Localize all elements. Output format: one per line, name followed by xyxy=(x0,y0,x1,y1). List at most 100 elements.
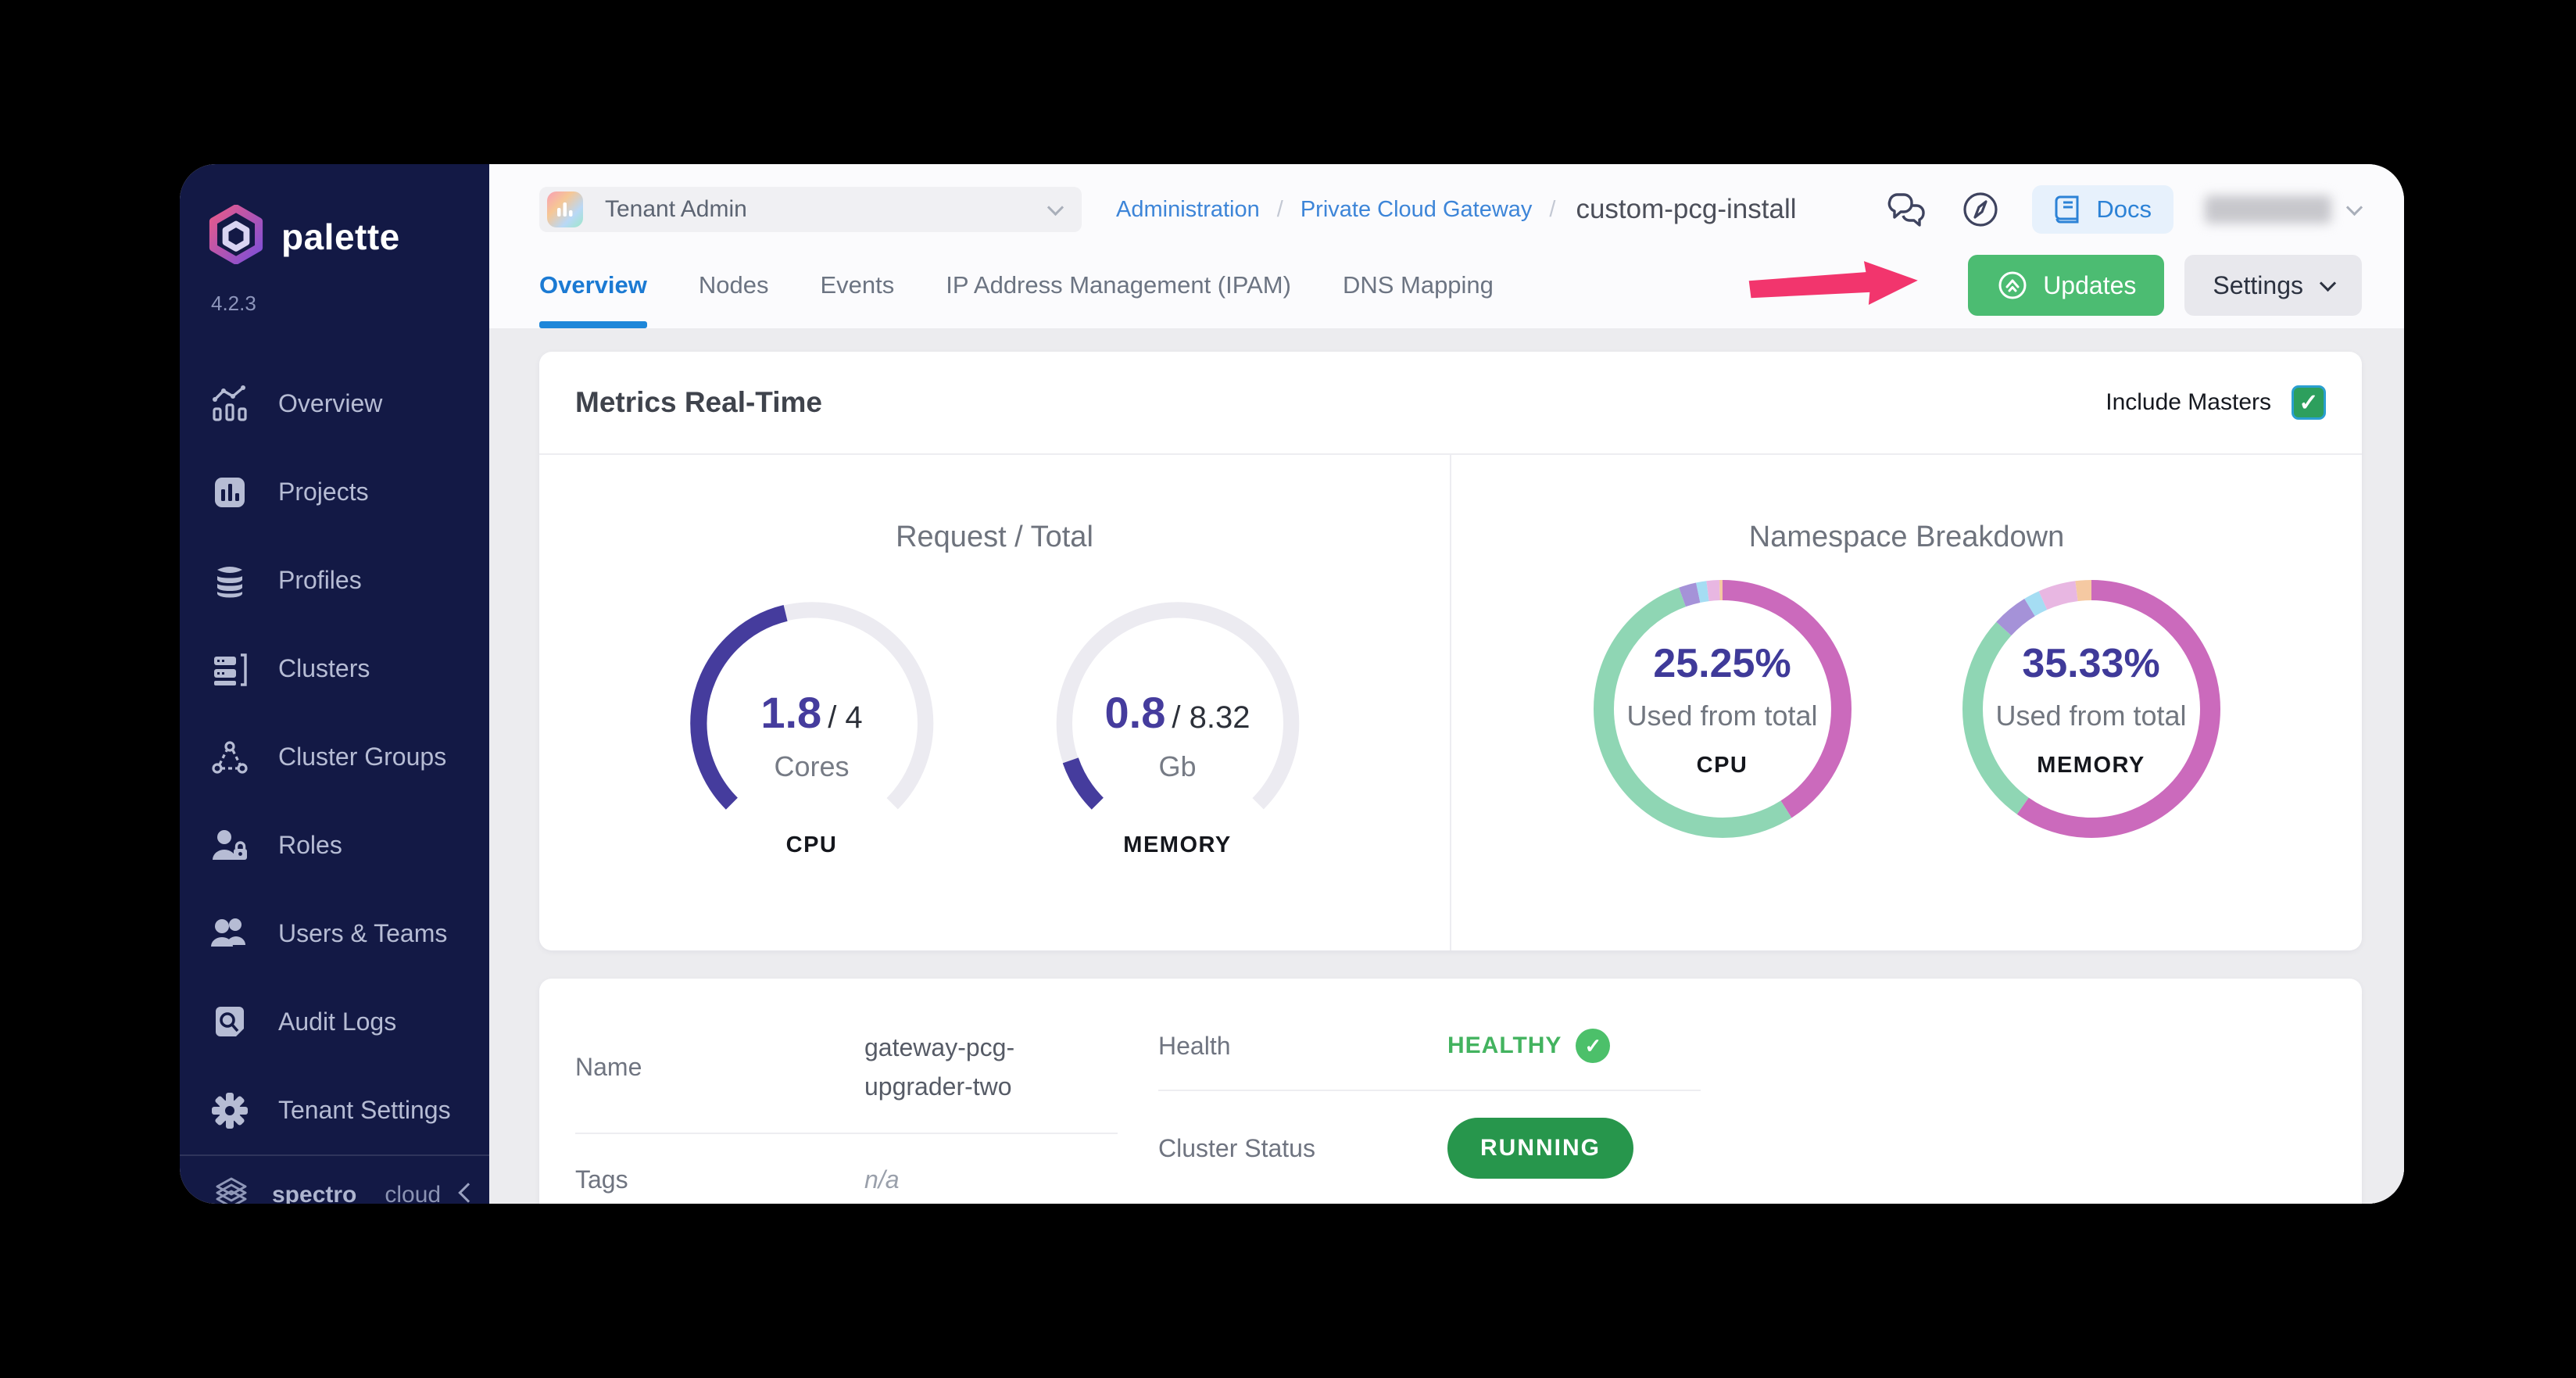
settings-button-label: Settings xyxy=(2213,270,2303,299)
clusters-icon xyxy=(209,649,250,689)
tags-row: Tags n/a xyxy=(575,1134,1118,1204)
breadcrumb: Administration / Private Cloud Gateway / cus… xyxy=(1116,194,1797,225)
tab-nodes[interactable]: Nodes xyxy=(698,271,769,299)
tab-dns-mapping[interactable]: DNS Mapping xyxy=(1342,271,1494,299)
topbar-actions: Docs xyxy=(1885,185,2363,234)
settings-button[interactable]: Settings xyxy=(2184,255,2362,316)
compass-icon[interactable] xyxy=(1960,189,2001,230)
cpu-request-gauge: 1.8/ 4 Cores CPU xyxy=(679,595,945,858)
sidebar-item-label: Users & Teams xyxy=(278,919,448,947)
spectro-brand-primary: spectro xyxy=(272,1182,357,1204)
sidebar-item-projects[interactable]: Projects xyxy=(180,448,489,536)
memory-namespace-donut: 35.33% Used from total MEMORY xyxy=(1959,576,2224,842)
projects-icon xyxy=(209,472,250,513)
breadcrumb-custom-pcg-install: custom-pcg-install xyxy=(1576,194,1797,224)
breadcrumb-separator: / xyxy=(1549,196,1556,222)
app-version: 4.2.3 xyxy=(211,292,256,315)
tab-events[interactable]: Events xyxy=(820,271,895,299)
metrics-card-header: Metrics Real-Time Include Masters ✓ xyxy=(539,352,2362,455)
sidebar-item-label: Audit Logs xyxy=(278,1008,397,1036)
gateway-details-card: Name gateway-pcg-upgrader-two Tags n/a H… xyxy=(539,979,2362,1204)
scope-selector[interactable]: Tenant Admin xyxy=(539,187,1082,232)
chevron-down-icon xyxy=(2319,274,2337,292)
tenant-settings-icon xyxy=(209,1090,250,1131)
brand-name: palette xyxy=(281,216,400,257)
docs-button-label: Docs xyxy=(2096,195,2152,223)
sidebar-item-clusters[interactable]: Clusters xyxy=(180,625,489,713)
sidebar-item-label: Projects xyxy=(278,478,369,506)
spectro-brand-secondary: cloud xyxy=(385,1182,442,1204)
breadcrumb-administration[interactable]: Administration xyxy=(1116,196,1260,222)
memory-request-gauge: 0.8/ 8.32 Gb MEMORY xyxy=(1045,595,1311,858)
cluster-status-label: Cluster Status xyxy=(1158,1133,1315,1162)
chevron-left-icon xyxy=(458,1183,478,1203)
breadcrumb-private-cloud-gateway[interactable]: Private Cloud Gateway xyxy=(1300,196,1533,222)
metrics-card-body: Request / Total 1.8/ 4 Cores CPU xyxy=(539,455,2362,950)
cluster-status-badge: RUNNING xyxy=(1447,1118,1633,1179)
sidebar-item-audit-logs[interactable]: Audit Logs xyxy=(180,978,489,1066)
include-masters-control[interactable]: Include Masters ✓ xyxy=(2106,385,2326,420)
include-masters-label: Include Masters xyxy=(2106,389,2271,415)
name-label: Name xyxy=(575,1053,642,1082)
tenant-scope-icon xyxy=(547,191,583,227)
app-window: palette 4.2.3 Overview Projects Profiles… xyxy=(180,164,2404,1204)
cluster-status-row: Cluster Status RUNNING xyxy=(1158,1091,1701,1204)
tabs: Overview Nodes Events IP Address Management… xyxy=(539,242,1494,328)
sidebar: palette 4.2.3 Overview Projects Profiles… xyxy=(180,164,489,1204)
memory-gauge-label: MEMORY xyxy=(1123,832,1232,857)
sidebar-header: palette 4.2.3 xyxy=(180,164,489,316)
audit-logs-icon xyxy=(209,1002,250,1043)
users-teams-icon xyxy=(209,914,250,954)
cpu-namespace-donut: 25.25% Used from total CPU xyxy=(1590,576,1855,842)
chevron-down-icon xyxy=(1046,199,1064,216)
scope-selector-label: Tenant Admin xyxy=(605,196,747,222)
sidebar-item-cluster-groups[interactable]: Cluster Groups xyxy=(180,713,489,801)
annotation-arrow-icon xyxy=(1748,257,1943,313)
sidebar-item-label: Clusters xyxy=(278,654,370,682)
updates-button[interactable]: Updates xyxy=(1968,255,2165,316)
sidebar-item-label: Roles xyxy=(278,831,342,859)
details-left-column: Name gateway-pcg-upgrader-two Tags n/a xyxy=(575,1002,1118,1204)
sidebar-item-label: Overview xyxy=(278,389,383,417)
user-name-redacted xyxy=(2205,195,2331,224)
sidebar-menu: Overview Projects Profiles Clusters Clus… xyxy=(180,360,489,1154)
sidebar-item-label: Profiles xyxy=(278,566,362,594)
metrics-card-title: Metrics Real-Time xyxy=(575,386,822,418)
request-total-section: Request / Total 1.8/ 4 Cores CPU xyxy=(539,455,1451,950)
upgrade-circle-icon xyxy=(1998,271,2027,299)
sidebar-item-overview[interactable]: Overview xyxy=(180,360,489,448)
profiles-icon xyxy=(209,560,250,601)
chevron-down-icon xyxy=(2345,199,2363,216)
top-bar: Tenant Admin Administration / Private Clou… xyxy=(489,164,2404,242)
tags-label: Tags xyxy=(575,1165,628,1194)
request-total-title: Request / Total xyxy=(896,521,1093,553)
updates-button-label: Updates xyxy=(2043,270,2137,299)
sidebar-item-label: Cluster Groups xyxy=(278,743,447,771)
namespace-breakdown-title: Namespace Breakdown xyxy=(1748,521,2065,553)
metrics-card: Metrics Real-Time Include Masters ✓ Requ… xyxy=(539,352,2362,950)
tab-ip-address-management-ipam[interactable]: IP Address Management (IPAM) xyxy=(946,271,1291,299)
overview-chart-icon xyxy=(209,384,250,424)
health-row: Health HEALTHY ✓ xyxy=(1158,1002,1701,1091)
sidebar-item-users-teams[interactable]: Users & Teams xyxy=(180,889,489,978)
spectro-cloud-logo-icon xyxy=(211,1174,252,1204)
gauges-row: 1.8/ 4 Cores CPU 0.8/ 8.32 xyxy=(679,595,1311,858)
tags-value: n/a xyxy=(864,1165,900,1194)
tab-actions: Updates Settings xyxy=(1748,242,2362,328)
include-masters-checkbox[interactable]: ✓ xyxy=(2292,385,2326,420)
sidebar-item-roles[interactable]: Roles xyxy=(180,801,489,889)
page-content: Metrics Real-Time Include Masters ✓ Requ… xyxy=(489,328,2404,1204)
tab-overview[interactable]: Overview xyxy=(539,242,647,328)
sidebar-item-tenant-settings[interactable]: Tenant Settings xyxy=(180,1066,489,1154)
user-menu[interactable] xyxy=(2205,195,2363,224)
sidebar-footer: spectro cloud xyxy=(180,1154,489,1204)
chat-icon[interactable] xyxy=(1885,190,1929,229)
details-right-column: Health HEALTHY ✓ Cluster Status RUNNING xyxy=(1158,1002,1701,1204)
tabs-bar: Overview Nodes Events IP Address Management… xyxy=(489,242,2404,328)
main-area: Tenant Admin Administration / Private Clou… xyxy=(489,164,2404,1204)
donuts-row: 25.25% Used from total CPU 35.33% Used f… xyxy=(1590,576,2224,842)
docs-button[interactable]: Docs xyxy=(2032,185,2174,234)
sidebar-collapse-button[interactable] xyxy=(458,1183,478,1203)
sidebar-item-profiles[interactable]: Profiles xyxy=(180,536,489,625)
